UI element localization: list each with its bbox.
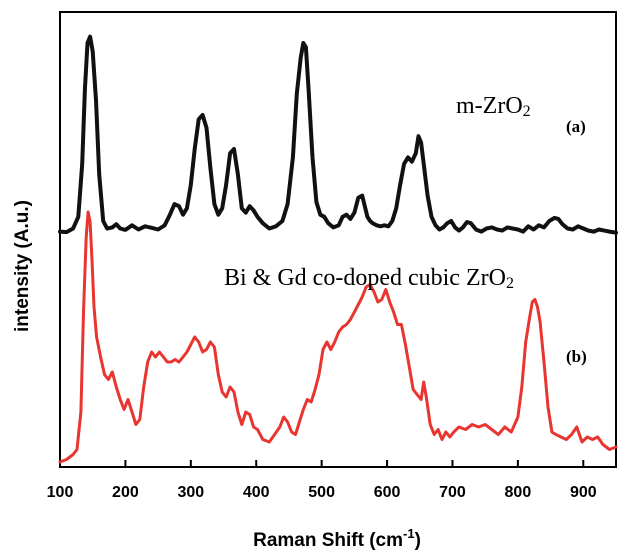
x-tick-label: 300 xyxy=(177,484,204,501)
annotation-series-a-label: (a) xyxy=(566,117,586,136)
x-axis-tick-labels: 100 200 300 400 500 600 700 800 900 xyxy=(47,484,597,501)
x-tick-label: 900 xyxy=(570,484,597,501)
x-tick-label: 100 xyxy=(47,484,74,501)
x-axis-title: Raman Shift (cm-1) xyxy=(253,526,421,551)
x-tick-label: 700 xyxy=(439,484,466,501)
x-axis-ticks xyxy=(59,460,585,467)
annotation-series-b-label: (b) xyxy=(566,347,587,366)
plot-frame xyxy=(59,11,617,468)
x-tick-label: 600 xyxy=(374,484,401,501)
y-axis-title: intensity (A.u.) xyxy=(12,200,33,332)
x-tick-label: 500 xyxy=(308,484,335,501)
x-tick-label: 800 xyxy=(505,484,532,501)
annotation-series-b-name: Bi & Gd co-doped cubic ZrO2 xyxy=(224,265,514,292)
x-tick-label: 200 xyxy=(112,484,139,501)
series-line-b xyxy=(58,210,618,464)
x-tick-label: 400 xyxy=(243,484,270,501)
series-line-a xyxy=(58,34,618,235)
annotation-series-a-name: m-ZrO2 xyxy=(456,93,531,120)
